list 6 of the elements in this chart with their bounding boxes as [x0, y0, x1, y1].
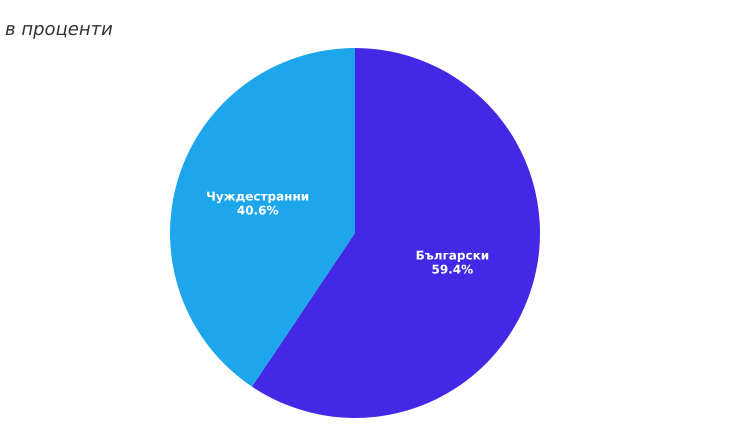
slice-label: Чуждестранни — [206, 189, 310, 204]
chart-subtitle: в проценти — [5, 19, 114, 40]
slice-label: Български — [416, 248, 490, 263]
data-label: 40.6% — [236, 203, 278, 218]
pie-slice — [170, 48, 355, 387]
data-label: 59.4% — [432, 262, 474, 277]
